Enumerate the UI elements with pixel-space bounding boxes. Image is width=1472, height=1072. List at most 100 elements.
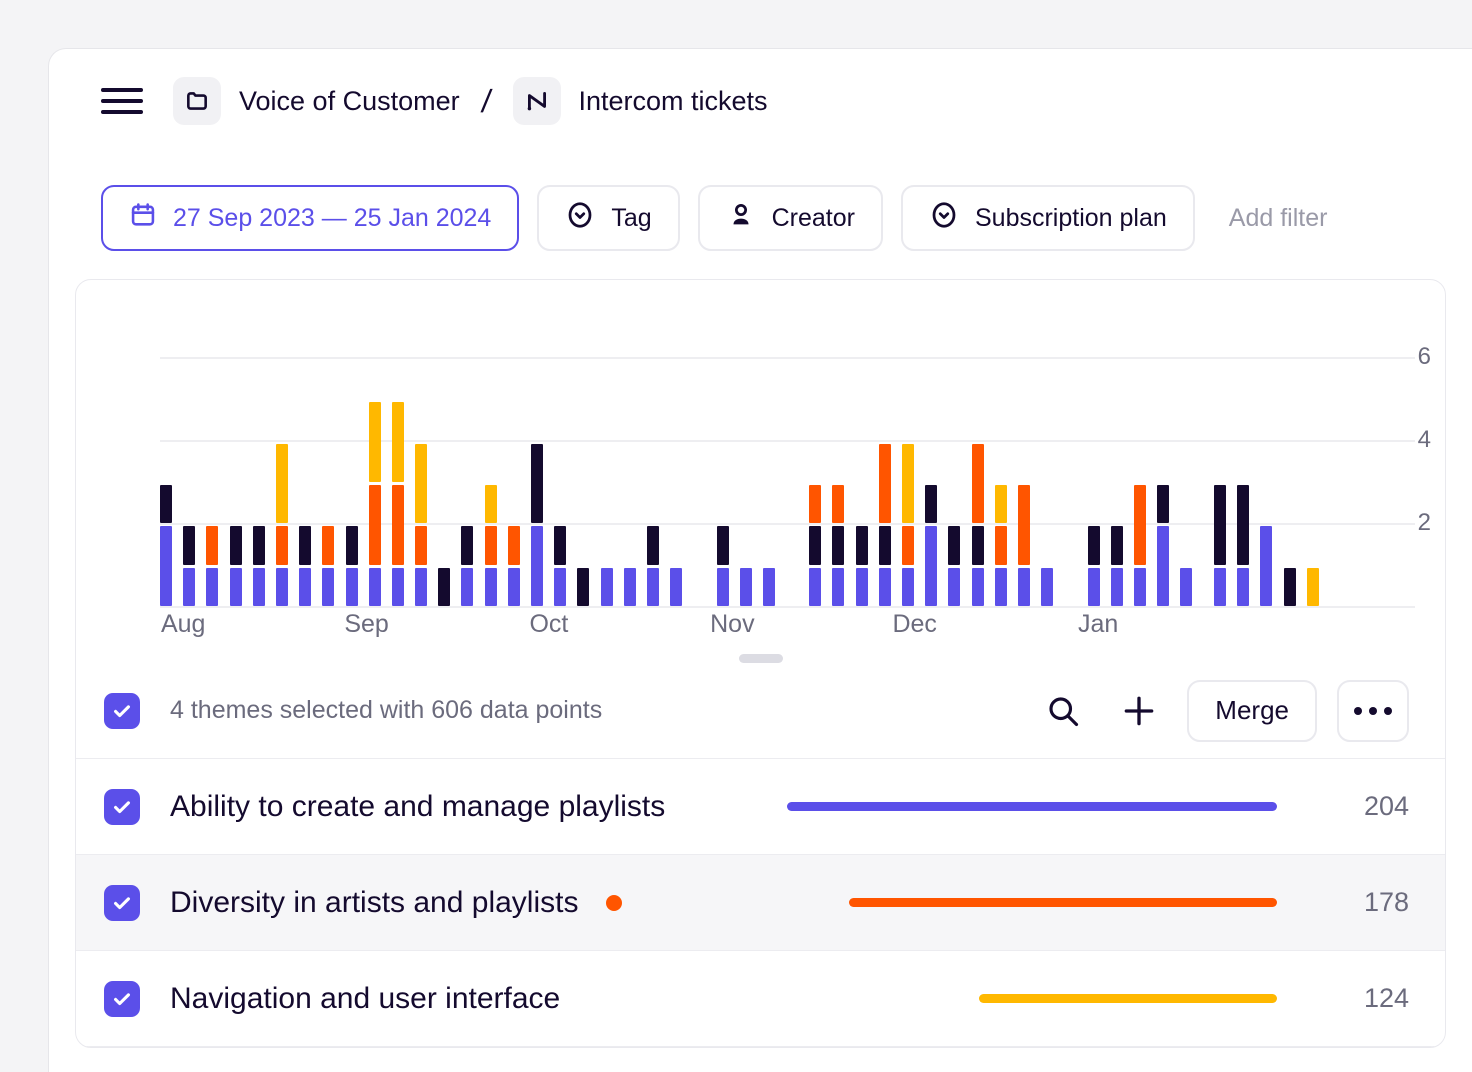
- ellipsis-icon[interactable]: [1337, 679, 1409, 742]
- chart-bar-segment[interactable]: [855, 526, 868, 565]
- chart-bar-segment[interactable]: [531, 443, 544, 524]
- chart-bar-segment[interactable]: [832, 526, 845, 565]
- chart-bar-segment[interactable]: [902, 526, 915, 565]
- theme-row[interactable]: Ability to create and manage playlists 20…: [76, 759, 1445, 855]
- chart-bar-segment[interactable]: [1237, 484, 1250, 565]
- chart-bar-segment[interactable]: [925, 484, 938, 524]
- chart-bar-segment[interactable]: [1087, 526, 1100, 565]
- chart-bar-segment[interactable]: [1157, 526, 1170, 606]
- hamburger-menu-icon[interactable]: [101, 79, 145, 123]
- chart-bar-segment[interactable]: [275, 567, 288, 606]
- chart-bar-segment[interactable]: [461, 526, 474, 565]
- chart-bar-segment[interactable]: [716, 526, 729, 565]
- theme-row[interactable]: Navigation and user interface 124: [76, 951, 1445, 1047]
- chart-bar-segment[interactable]: [670, 567, 683, 606]
- chart-bar-segment[interactable]: [391, 402, 404, 482]
- chart-bar-segment[interactable]: [252, 567, 265, 606]
- chart-bar-segment[interactable]: [183, 567, 196, 606]
- search-icon[interactable]: [1035, 683, 1091, 739]
- chart-bar-segment[interactable]: [878, 443, 891, 524]
- chart-bar-segment[interactable]: [391, 484, 404, 565]
- filter-tag[interactable]: Tag: [537, 185, 680, 251]
- chart-bar-segment[interactable]: [507, 526, 520, 565]
- chart-bar-segment[interactable]: [1133, 567, 1146, 606]
- chart-bar-segment[interactable]: [1017, 484, 1030, 565]
- chart-bar-segment[interactable]: [554, 567, 567, 606]
- chart-bar-segment[interactable]: [368, 402, 381, 482]
- chart-bar-segment[interactable]: [623, 567, 636, 606]
- theme-row[interactable]: Diversity in artists and playlists 178: [76, 855, 1445, 951]
- chart-bar-segment[interactable]: [345, 526, 358, 565]
- chart-bar-segment[interactable]: [1017, 567, 1030, 606]
- filter-subscription-plan[interactable]: Subscription plan: [901, 185, 1195, 251]
- chart-bar-segment[interactable]: [160, 526, 172, 606]
- chart-bar-segment[interactable]: [925, 526, 938, 606]
- chart-bar-segment[interactable]: [646, 567, 659, 606]
- chart-bar-segment[interactable]: [1260, 526, 1273, 606]
- chart-bar-segment[interactable]: [600, 567, 613, 606]
- chart-bar-segment[interactable]: [855, 567, 868, 606]
- chart-bar-segment[interactable]: [762, 567, 775, 606]
- chart-bar-segment[interactable]: [391, 567, 404, 606]
- chart-resize-handle[interactable]: [738, 654, 783, 663]
- chart-bar-segment[interactable]: [1041, 567, 1054, 606]
- chart-bar-segment[interactable]: [971, 526, 984, 565]
- chart-bar-segment[interactable]: [531, 526, 544, 606]
- chart-bar-segment[interactable]: [507, 567, 520, 606]
- select-all-checkbox[interactable]: [104, 692, 140, 729]
- chart-bar-segment[interactable]: [415, 526, 428, 565]
- chart-bar-segment[interactable]: [345, 567, 358, 606]
- chart-bar-segment[interactable]: [902, 443, 915, 524]
- chart-bar-segment[interactable]: [971, 567, 984, 606]
- breadcrumb-item-board[interactable]: Intercom tickets: [512, 77, 768, 125]
- chart-bar-segment[interactable]: [1283, 567, 1296, 606]
- chart-bar-segment[interactable]: [160, 484, 172, 524]
- chart-bar-segment[interactable]: [878, 567, 891, 606]
- chart-bar-segment[interactable]: [1110, 567, 1123, 606]
- chart-bar-segment[interactable]: [1087, 567, 1100, 606]
- add-filter-button[interactable]: Add filter: [1228, 203, 1328, 232]
- chart-bar-segment[interactable]: [1214, 567, 1227, 606]
- plus-icon[interactable]: [1111, 683, 1167, 739]
- chart-bar-segment[interactable]: [646, 526, 659, 565]
- chart-bar-segment[interactable]: [948, 567, 961, 606]
- chart-bar-segment[interactable]: [415, 443, 428, 524]
- merge-button[interactable]: Merge: [1187, 679, 1317, 742]
- chart-bar-segment[interactable]: [1214, 484, 1227, 565]
- chart-bar-segment[interactable]: [878, 526, 891, 565]
- chart-bar-segment[interactable]: [994, 484, 1007, 524]
- chart-bar-segment[interactable]: [994, 567, 1007, 606]
- chart-bar-segment[interactable]: [1110, 526, 1123, 565]
- chart-bar-segment[interactable]: [183, 526, 196, 565]
- chart-bar-segment[interactable]: [902, 567, 915, 606]
- chart-bar-segment[interactable]: [1306, 567, 1319, 606]
- chart-bar-segment[interactable]: [299, 526, 312, 565]
- chart-bar-segment[interactable]: [484, 526, 497, 565]
- chart-bar-segment[interactable]: [716, 567, 729, 606]
- chart-bar-segment[interactable]: [948, 526, 961, 565]
- chart-bar-segment[interactable]: [322, 526, 335, 565]
- chart-bar-segment[interactable]: [809, 567, 822, 606]
- chart-bar-segment[interactable]: [299, 567, 312, 606]
- chart-bar-segment[interactable]: [206, 567, 219, 606]
- filter-creator[interactable]: Creator: [697, 185, 883, 251]
- chart-bar-segment[interactable]: [832, 567, 845, 606]
- theme-row-checkbox[interactable]: [104, 980, 140, 1017]
- chart-bar-segment[interactable]: [809, 484, 822, 524]
- chart-bar-segment[interactable]: [368, 567, 381, 606]
- chart-bar-segment[interactable]: [739, 567, 752, 606]
- chart-bar-segment[interactable]: [461, 567, 474, 606]
- chart-bar-segment[interactable]: [994, 526, 1007, 565]
- chart-bar-segment[interactable]: [1237, 567, 1250, 606]
- breadcrumb-item-workspace[interactable]: Voice of Customer: [173, 77, 460, 125]
- chart-bar-segment[interactable]: [971, 443, 984, 524]
- chart-bar-segment[interactable]: [1180, 567, 1193, 606]
- chart-bar-segment[interactable]: [832, 484, 845, 524]
- chart-bar-segment[interactable]: [484, 484, 497, 524]
- chart-bar-segment[interactable]: [275, 443, 288, 524]
- chart-bar-segment[interactable]: [275, 526, 288, 565]
- chart-bar-segment[interactable]: [577, 567, 590, 606]
- chart-bar-segment[interactable]: [206, 526, 219, 565]
- chart-bar-segment[interactable]: [809, 526, 822, 565]
- chart-bar-segment[interactable]: [368, 484, 381, 565]
